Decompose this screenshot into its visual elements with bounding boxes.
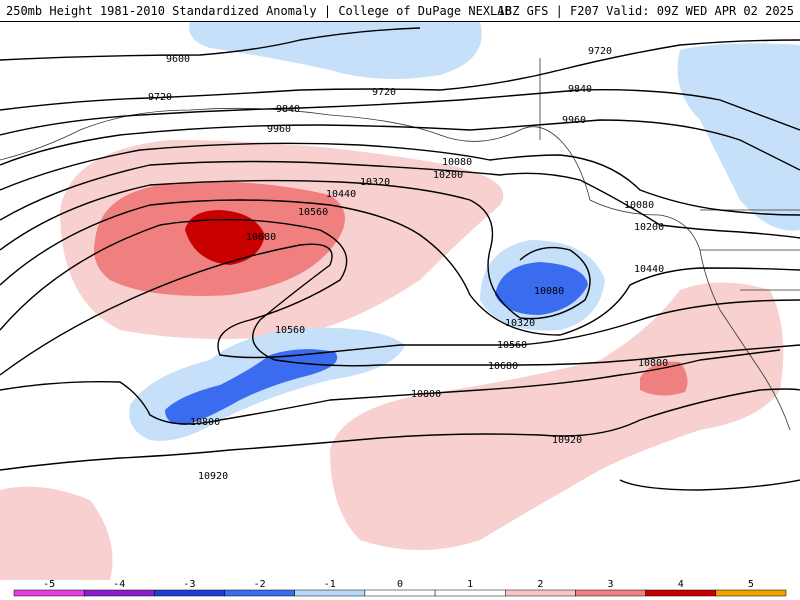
colorbar-tick-label: -5 <box>43 579 55 590</box>
contour-label: 9960 <box>267 124 291 135</box>
colorbar-segment <box>294 589 366 597</box>
map-header: 250mb Height 1981-2010 Standardized Anom… <box>0 0 800 22</box>
contour-9960 <box>0 119 800 171</box>
colorbar-segment <box>575 589 646 597</box>
contour-label: 9960 <box>562 115 586 126</box>
pink-anomaly-southwest <box>0 486 113 580</box>
anomaly-map: 9600 9720 9720 9720 9840 9840 9960 9960 … <box>0 22 800 580</box>
map-title: 250mb Height 1981-2010 Standardized Anom… <box>6 4 512 18</box>
colorbar-segments <box>13 589 787 597</box>
contour-label: 10680 <box>488 361 518 372</box>
colorbar-tick-label: 1 <box>467 579 473 590</box>
contour-label: 10320 <box>360 177 390 188</box>
colorbar-tick-label: 3 <box>608 579 614 590</box>
contour-9600 <box>0 27 421 61</box>
colorbar-tick-label: -3 <box>183 579 195 590</box>
colorbar-tick-label: -2 <box>254 579 266 590</box>
contour-10320 <box>0 179 591 320</box>
contour-10440 <box>0 199 800 336</box>
contour-9720-a <box>0 39 800 111</box>
contour-label: 9840 <box>568 84 592 95</box>
colorbar-segment <box>434 589 506 597</box>
contour-label: 10920 <box>552 435 582 446</box>
contour-label: 10200 <box>634 222 664 233</box>
colorbar-tick-label: -4 <box>113 579 125 590</box>
contour-label: 10560 <box>298 207 328 218</box>
contour-label: 10800 <box>638 358 668 369</box>
colorbar-segment <box>364 589 436 597</box>
contour-labels: 9600 9720 9720 9720 9840 9840 9960 9960 … <box>148 46 668 482</box>
colorbar-segment <box>154 589 225 597</box>
contour-label: 10320 <box>505 318 535 329</box>
contour-10680 <box>0 243 800 376</box>
contour-label: 10080 <box>534 286 564 297</box>
contour-label: 10080 <box>624 200 654 211</box>
contour-label: 9720 <box>588 46 612 57</box>
colorbar-segment <box>715 589 787 597</box>
contour-label: 10200 <box>433 170 463 181</box>
contour-10920 <box>0 388 800 491</box>
colorbar-segment <box>224 589 295 597</box>
contour-label: 9720 <box>372 87 396 98</box>
blue-anomaly-northwest <box>189 22 482 79</box>
height-contours <box>0 27 800 491</box>
contour-label: 10560 <box>497 340 527 351</box>
pink-anomaly-south <box>330 282 784 550</box>
contour-10560 <box>0 218 800 359</box>
contour-label: 9720 <box>148 92 172 103</box>
colorbar-segment <box>13 589 85 597</box>
colorbar-segment <box>505 589 576 597</box>
contour-label: 10800 <box>190 417 220 428</box>
contour-label: 10440 <box>634 264 664 275</box>
colorbar-tick-label: -1 <box>324 579 336 590</box>
contour-label: 10080 <box>442 157 472 168</box>
anomaly-shading <box>0 22 800 580</box>
model-run-info: 18Z GFS | F207 Valid: 09Z WED APR 02 202… <box>497 4 794 18</box>
contour-label: 10800 <box>411 389 441 400</box>
contour-label: 10680 <box>246 232 276 243</box>
colorbar-tick-label: 0 <box>397 579 403 590</box>
colorbar-segment <box>83 589 155 597</box>
colorbar-tick-label: 2 <box>537 579 543 590</box>
contour-9840 <box>0 89 800 136</box>
colorbar-labels: -5 -4 -3 -2 -1 0 1 2 3 4 5 <box>43 579 754 590</box>
contour-label: 10440 <box>326 189 356 200</box>
contour-label: 10560 <box>275 325 305 336</box>
colorbar-segment <box>645 589 717 597</box>
contour-10200 <box>0 160 800 239</box>
colorbar-tick-label: 4 <box>678 579 684 590</box>
blue-anomaly-northeast <box>677 43 800 231</box>
colorbar: -5 -4 -3 -2 -1 0 1 2 3 4 5 <box>13 579 787 597</box>
blue-anomaly-low <box>165 349 338 425</box>
coastlines <box>0 58 800 431</box>
contour-label: 9840 <box>276 104 300 115</box>
contour-10800 <box>0 349 781 425</box>
blue-anomaly-cutoff-core <box>495 262 588 315</box>
darkred-anomaly <box>185 210 265 265</box>
contour-10080 <box>0 142 800 216</box>
colorbar-tick-label: 5 <box>748 579 754 590</box>
contour-label: 9600 <box>166 54 190 65</box>
contour-label: 10920 <box>198 471 228 482</box>
